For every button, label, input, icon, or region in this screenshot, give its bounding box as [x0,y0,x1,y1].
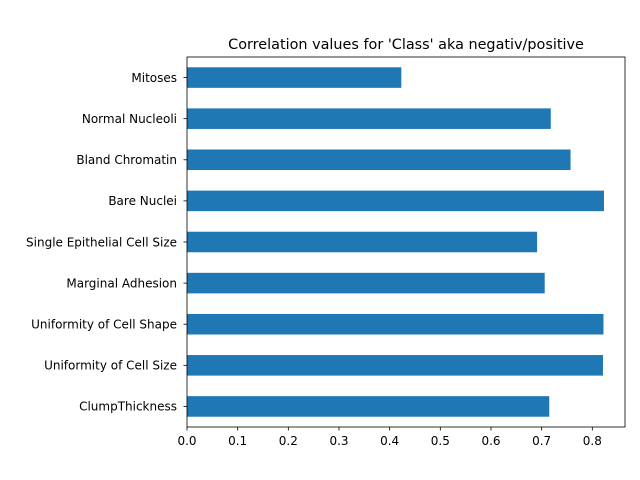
y-tick-label: Marginal Adhesion [66,276,177,290]
y-tick-label: Normal Nucleoli [82,112,177,126]
x-tick-label: 0.8 [583,434,602,448]
x-tick-label: 0.1 [228,434,247,448]
y-tick-label: ClumpThickness [79,400,177,414]
y-tick-label: Single Epithelial Cell Size [26,235,177,249]
bars-group [187,67,604,417]
x-tick-label: 0.6 [481,434,500,448]
bar-single-epithelial-cell-size [187,231,538,253]
y-tick-label: Mitoses [131,71,177,85]
y-tick-label: Uniformity of Cell Shape [31,318,177,332]
bar-bland-chromatin [187,149,571,171]
x-tick-label: 0.0 [177,434,196,448]
x-tick-label: 0.3 [329,434,348,448]
y-tick-label: Bare Nuclei [108,194,177,208]
y-tick-label: Uniformity of Cell Size [44,359,177,373]
bar-uniformity-of-cell-shape [187,313,604,335]
bar-uniformity-of-cell-size [187,355,603,376]
chart-title: Correlation values for 'Class' aka negat… [228,37,584,53]
bar-clumpthickness [187,396,550,417]
bar-bare-nuclei [187,190,604,212]
x-tick-label: 0.4 [380,434,399,448]
x-tick-label: 0.2 [279,434,298,448]
axes-frame [186,56,626,428]
plot-border [186,56,626,428]
bar-marginal-adhesion [187,272,545,294]
y-tick-label: Bland Chromatin [76,153,177,167]
bar-mitoses [187,67,402,88]
bar-normal-nucleoli [187,108,551,129]
x-tick-label: 0.7 [532,434,551,448]
x-axis-ticks: 0.0 0.1 0.2 0.3 0.4 0.5 0.6 0.7 0.8 [177,427,602,448]
x-tick-label: 0.5 [431,434,450,448]
y-axis-ticks: ClumpThickness Uniformity of Cell Size Uni… [26,71,187,414]
